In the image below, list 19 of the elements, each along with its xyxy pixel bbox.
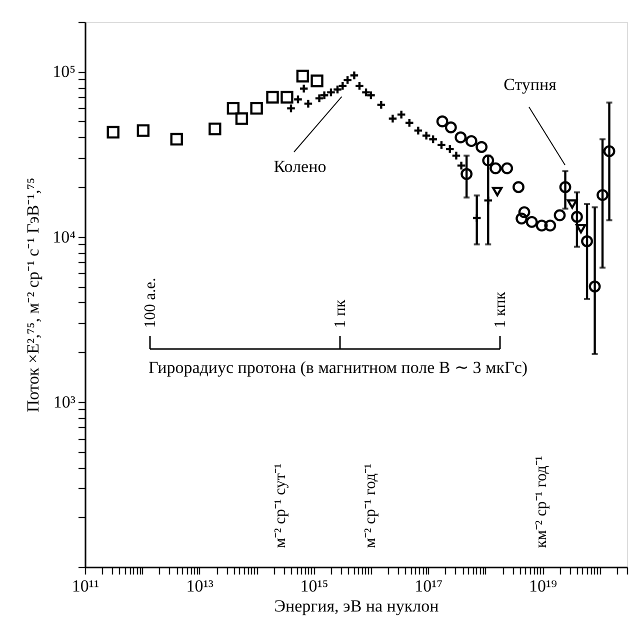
y-tick-label: 10⁵: [52, 62, 76, 82]
y-tick-label: 10³: [53, 392, 76, 412]
x-tick-label: 10¹¹: [72, 576, 100, 596]
x-axis-title: Энергия, эВ на нуклон: [274, 596, 439, 616]
annotation: 100 а.е.: [142, 278, 159, 328]
y-tick-label: 10⁴: [52, 227, 76, 246]
x-tick-label: 10¹³: [186, 576, 214, 596]
annotation: Ступня: [504, 75, 557, 94]
x-tick-label: 10¹⁹: [529, 576, 558, 596]
annotation: м⁻² ср⁻¹ сут⁻¹: [272, 463, 289, 548]
annotation: 1 пк: [332, 299, 349, 328]
annotation: Гирорадиус протона (в магнитном поле B ∼ 3 мкГс): [148, 358, 528, 377]
annotation: Колено: [274, 157, 326, 176]
y-axis-title: Поток ×E²,⁷⁵, м⁻² ср⁻¹ с⁻¹ ГэВ⁻¹,⁷⁵: [24, 178, 43, 412]
x-tick-label: 10¹⁵: [300, 576, 328, 596]
annotation: 1 кпк: [492, 292, 509, 328]
annotation: м⁻² ср⁻¹ год⁻¹: [362, 463, 379, 548]
annotation: км⁻² ср⁻¹ год⁻¹: [533, 456, 550, 548]
x-tick-label: 10¹⁷: [414, 576, 443, 596]
